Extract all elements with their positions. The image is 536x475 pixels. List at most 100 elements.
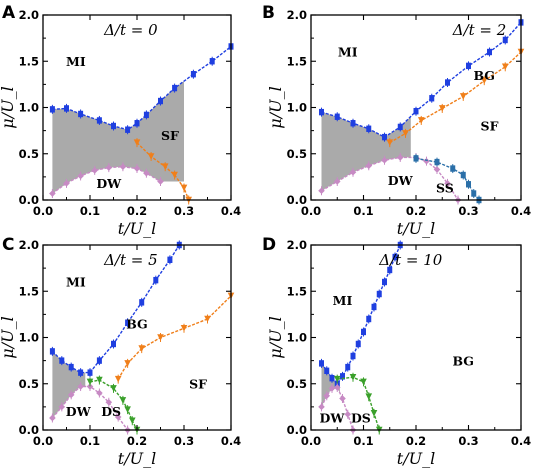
panel-d-series-mi-point bbox=[324, 367, 330, 374]
panel-a-series-bg-point bbox=[171, 171, 178, 179]
panel-b-y-tick-label: 1.0 bbox=[287, 101, 307, 115]
panel-c-series-dw-point bbox=[105, 398, 113, 406]
panel-b-series-mi-point bbox=[466, 62, 471, 70]
panel-a-title: Δ/t = 0 bbox=[103, 21, 158, 39]
panel-d-x-tick-label: 0.2 bbox=[406, 434, 426, 448]
panel-a-series-dw-point bbox=[91, 167, 98, 174]
panel-c-series-mi-point bbox=[96, 357, 102, 364]
panel-d-series-mi-point bbox=[361, 328, 366, 336]
panel-a-series-dw-point bbox=[49, 190, 56, 197]
panel-b-series-dw-point bbox=[381, 156, 388, 164]
panel-b-letter: B bbox=[262, 3, 275, 23]
panel-a-series-mi-point bbox=[209, 58, 215, 65]
panel-c-series-mi-point bbox=[167, 256, 173, 263]
panel-c-series-bg-point bbox=[180, 324, 188, 332]
panel-b-series-dw-point bbox=[433, 166, 441, 173]
panel-d-series-dw-point bbox=[344, 410, 352, 418]
panel-b-series-bg-line bbox=[389, 51, 522, 144]
panel-d-series-mi-point bbox=[355, 340, 361, 348]
panel-b-series-mi-point bbox=[366, 125, 372, 132]
panel-a-series-bg-point bbox=[133, 139, 141, 146]
panel-a-shaded-region bbox=[52, 81, 185, 194]
panel-a-region-label-dw: DW bbox=[96, 176, 122, 191]
panel-c-series-bg-point bbox=[124, 360, 131, 367]
panel-c-series-dw-point bbox=[67, 391, 75, 399]
panel-d-x-axis-title: t/U_l bbox=[397, 449, 435, 468]
panel-c-series-ds-point bbox=[96, 376, 103, 384]
panel-d-series-mi-point bbox=[366, 315, 372, 323]
panel-c-series-dw-point bbox=[58, 403, 66, 411]
panel-b-y-tick-label: 1.5 bbox=[287, 54, 307, 68]
panel-a-x-tick-label: 0.2 bbox=[127, 204, 147, 218]
panel-b-series-dw-point bbox=[318, 187, 325, 195]
panel-a-letter: A bbox=[2, 3, 16, 23]
panel-b-region-label-sf: SF bbox=[481, 119, 499, 134]
panel-d-region-label-bg: BG bbox=[453, 353, 474, 368]
panel-c-series-ds-point bbox=[124, 406, 131, 413]
panel-b-region-label-bg: BG bbox=[474, 68, 495, 83]
panel-c-series-mi-point bbox=[87, 369, 93, 376]
panel-c-series-bg-point bbox=[204, 315, 211, 323]
panel-b-series-dw-point bbox=[396, 154, 404, 161]
panel-d-x-tick-label: 0.1 bbox=[353, 434, 373, 448]
panel-b-series-dw-point bbox=[349, 168, 357, 176]
panel-c-y-axis-title: μ/U_l bbox=[0, 316, 17, 358]
panel-c-series-mi-point bbox=[153, 276, 159, 284]
panel-b-series-bg-point bbox=[480, 77, 488, 84]
panel-a-series-dw-point bbox=[77, 172, 84, 180]
panel-d-x-tick-label: 0.4 bbox=[511, 434, 531, 448]
panel-d-x-tick-label: 0.0 bbox=[301, 434, 321, 448]
panel-a-series-mi-point bbox=[78, 110, 84, 118]
panel-a-y-tick-label: 1.0 bbox=[19, 101, 39, 115]
panel-d-y-tick-label: 2.0 bbox=[287, 238, 307, 252]
panel-d-series-mi-point bbox=[350, 352, 356, 360]
panel-c-y-tick-label: 2.0 bbox=[19, 238, 39, 252]
panel-c-x-axis-title: t/U_l bbox=[118, 449, 156, 468]
panel-c-series-mi-point bbox=[111, 340, 116, 348]
panel-b-region-label-mi: MI bbox=[338, 45, 358, 60]
panel-d-series-mi-point bbox=[329, 375, 335, 382]
panel-a-y-tick-label: 2.0 bbox=[19, 8, 39, 22]
panel-d-series-mi-point bbox=[319, 360, 324, 367]
panel-d-y-tick-label: 1.0 bbox=[287, 331, 307, 345]
panel-b-series-bg-point bbox=[501, 63, 509, 71]
panel-c-series-mi-point bbox=[59, 357, 65, 364]
panel-c-series-ds-point bbox=[129, 417, 136, 425]
panel-a-series-dw-point bbox=[105, 164, 113, 171]
panel-b-x-tick-label: 0.4 bbox=[511, 204, 531, 218]
panel-c-series-ds-point bbox=[110, 385, 117, 392]
panel-b-series-bg-point bbox=[402, 130, 409, 137]
panel-c-region-label-dw: DW bbox=[66, 404, 92, 419]
panel-c-x-tick-label: 0.1 bbox=[80, 434, 100, 448]
panel-d-x-tick-label: 0.3 bbox=[458, 434, 478, 448]
panel-b-series-dw-point bbox=[423, 157, 430, 165]
panel-b-x-tick-label: 0.2 bbox=[406, 204, 426, 218]
panel-a-series-mi-point bbox=[172, 84, 178, 92]
panel-b-shaded-region bbox=[321, 112, 411, 191]
panel-b-series-mi-point bbox=[445, 79, 450, 86]
panel-a-series-dw-point bbox=[143, 169, 150, 177]
panel-b-y-tick-label: 0.0 bbox=[287, 193, 307, 207]
panel-a-series-bg-point bbox=[147, 153, 155, 160]
panel-a-series-mi-point bbox=[49, 106, 55, 113]
panel-b-series-mi-point bbox=[413, 108, 419, 115]
panel-b-series-mi-point bbox=[319, 108, 324, 116]
panel-c-series-mi-point bbox=[78, 369, 84, 376]
panel-a-series-bg-point bbox=[180, 184, 188, 192]
panel-b-series-ss-point bbox=[434, 158, 440, 166]
panel-a-y-tick-label: 0.0 bbox=[19, 193, 39, 207]
panel-b-x-axis-title: t/U_l bbox=[397, 219, 435, 238]
panel-d-y-axis-title: μ/U_l bbox=[266, 316, 285, 358]
panel-a-series-dw-point bbox=[157, 178, 164, 185]
panel-b-y-tick-label: 2.0 bbox=[287, 8, 307, 22]
panel-b-series-mi-point bbox=[429, 95, 435, 102]
panel-b-series-bg-point bbox=[417, 117, 425, 124]
panel-b-region-label-dw: DW bbox=[388, 173, 414, 188]
panel-d-series-ds-point bbox=[370, 410, 378, 417]
panel-a-series-mi-point bbox=[134, 120, 140, 127]
panel-a-x-axis-title: t/U_l bbox=[118, 219, 156, 238]
panel-d-series-ds-line bbox=[337, 376, 380, 431]
panel-c-y-tick-label: 1.5 bbox=[19, 284, 39, 298]
panel-a-y-tick-label: 0.5 bbox=[19, 147, 39, 161]
panel-d-series-mi-point bbox=[345, 363, 351, 371]
